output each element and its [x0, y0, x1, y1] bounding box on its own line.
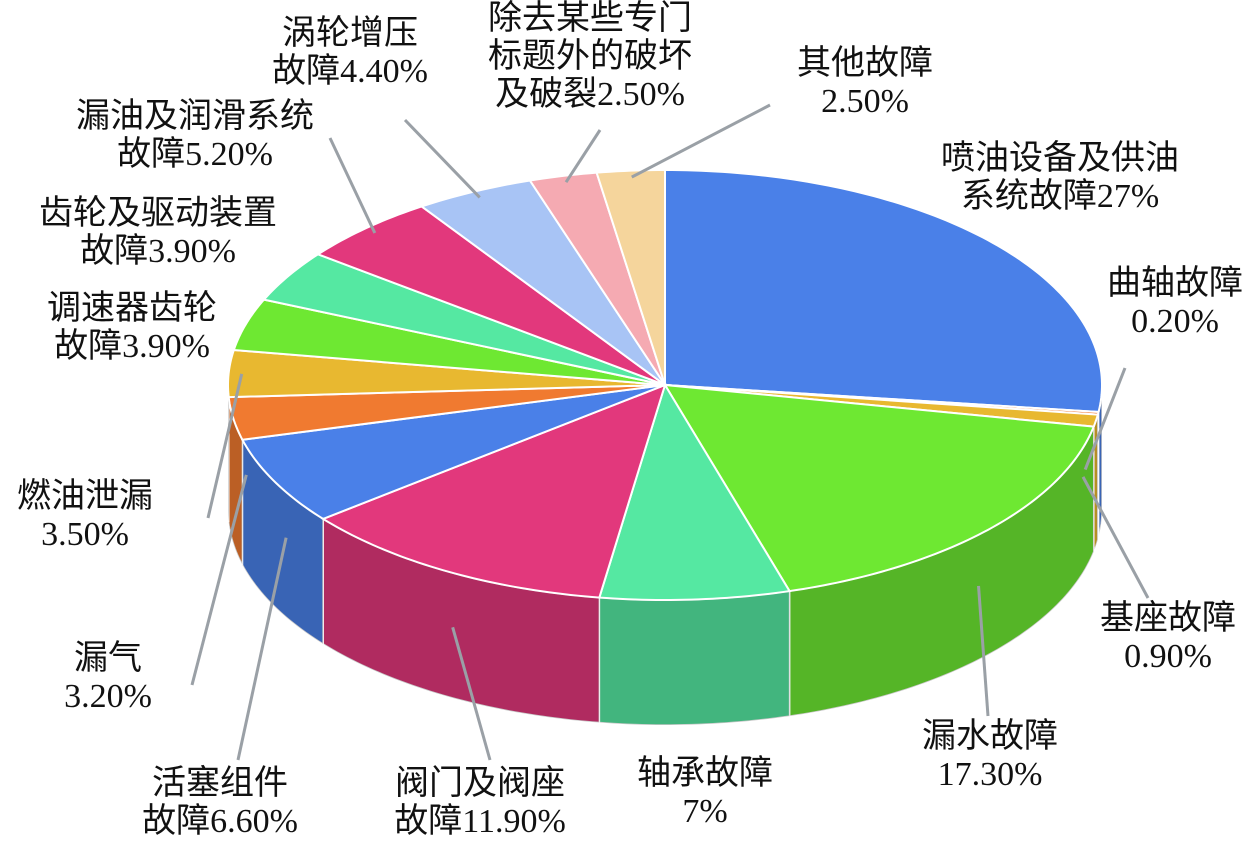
category-label: 除去某些专门标题外的破坏及破裂: [488, 0, 692, 113]
value-label: 6.60%: [210, 803, 298, 840]
value-label: 4.40%: [340, 53, 428, 90]
data-label: 活塞组件故障6.60%: [140, 765, 300, 841]
data-label: 漏油及润滑系统故障5.20%: [74, 98, 316, 174]
slice-side-shade: [228, 385, 229, 523]
slice: [227, 348, 666, 399]
slice: [232, 298, 666, 386]
data-label: 涡轮增压故障4.40%: [270, 15, 430, 91]
value-label: 0.20%: [1131, 303, 1219, 340]
slice-side-shade: [242, 439, 324, 644]
slice-side-shade: [323, 518, 600, 723]
leader-line: [977, 585, 990, 717]
data-label: 漏水故障17.30%: [918, 718, 1062, 794]
category-label: 齿轮及驱动装置故障: [39, 195, 277, 270]
data-label: 喷油设备及供油系统故障27%: [938, 140, 1182, 216]
value-label: 3.90%: [122, 328, 210, 365]
data-label: 漏气3.20%: [58, 640, 158, 716]
data-label: 调速器齿轮故障3.90%: [44, 290, 220, 366]
leader-line: [564, 129, 602, 184]
leader-line: [403, 118, 481, 199]
leader-line: [1081, 476, 1150, 599]
slice: [240, 384, 666, 521]
value-label: 3.20%: [64, 678, 152, 715]
data-label: 曲轴故障0.20%: [1103, 265, 1247, 341]
slice: [320, 383, 667, 599]
data-label: 其他故障2.50%: [793, 45, 937, 121]
value-label: 7%: [682, 793, 728, 830]
data-label: 阀门及阀座故障11.90%: [385, 765, 575, 841]
value-label: 11.90%: [462, 803, 566, 840]
category-label: 其他故障: [797, 45, 933, 82]
slice: [528, 171, 666, 386]
leader-line: [328, 137, 377, 234]
value-label: 27%: [1096, 178, 1160, 215]
value-label: 0.90%: [1124, 638, 1212, 675]
slice: [664, 168, 1103, 413]
data-label: 齿轮及驱动装置故障3.90%: [37, 195, 279, 271]
value-label: 17.30%: [937, 756, 1043, 793]
category-label: 基座故障: [1100, 600, 1236, 637]
value-label: 3.90%: [148, 233, 236, 270]
data-label: 轴承故障7%: [633, 755, 777, 831]
data-label: 除去某些专门标题外的破坏及破裂2.50%: [486, 0, 694, 114]
slice: [598, 382, 792, 601]
leader-line: [451, 626, 492, 761]
category-label: 漏油及润滑系统故障: [76, 98, 314, 173]
category-label: 阀门及阀座故障: [394, 765, 565, 840]
category-label: 活塞组件故障: [142, 765, 288, 840]
data-label: 燃油泄漏3.50%: [15, 478, 155, 554]
category-label: 喷油设备及供油系统故障: [941, 140, 1179, 215]
slice: [262, 253, 666, 386]
value-label: 5.20%: [185, 136, 273, 173]
leader-line: [631, 103, 771, 179]
category-label: 轴承故障: [637, 755, 773, 792]
leader-line: [1083, 367, 1127, 471]
category-label: 漏气: [74, 640, 142, 677]
value-label: 2.50%: [821, 83, 909, 120]
category-label: 曲轴故障: [1107, 265, 1243, 302]
slice-side-shade: [599, 591, 790, 725]
slice-side-shade: [789, 426, 1094, 717]
leader-line: [190, 474, 248, 686]
slice: [595, 168, 666, 386]
slice-side-shade: [228, 397, 243, 565]
data-label: 基座故障0.90%: [1096, 600, 1240, 676]
slice: [663, 383, 1096, 593]
slice: [315, 205, 666, 386]
category-label: 燃油泄漏: [17, 478, 153, 515]
slice: [227, 384, 666, 441]
value-label: 2.50%: [597, 76, 685, 113]
category-label: 调速器齿轮故障: [47, 290, 217, 365]
leader-line: [206, 373, 244, 519]
value-label: 3.50%: [41, 516, 129, 553]
category-label: 漏水故障: [922, 718, 1058, 755]
leader-line: [236, 537, 288, 761]
category-label: 涡轮增压故障: [272, 15, 418, 90]
slice-side-shade: [1098, 385, 1102, 537]
